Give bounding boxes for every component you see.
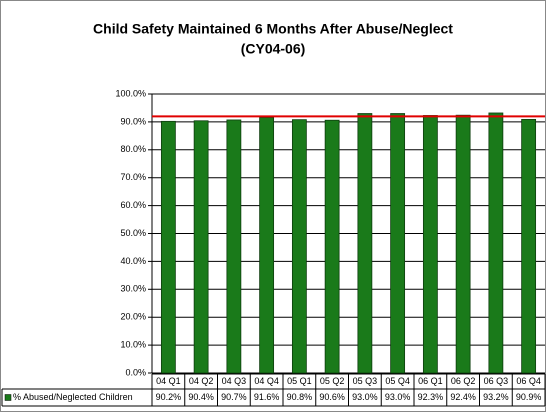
value-label: 90.4% [188, 392, 214, 402]
x-tick-label: 04 Q4 [254, 376, 279, 386]
value-label: 90.2% [156, 392, 182, 402]
value-label: 90.8% [287, 392, 313, 402]
bar [324, 119, 340, 374]
x-tick-label: 05 Q2 [320, 376, 345, 386]
value-label: 90.6% [319, 392, 345, 402]
value-label: 93.0% [352, 392, 378, 402]
value-label: 93.0% [385, 392, 411, 402]
bar [521, 118, 537, 374]
y-tick-label: 0.0% [125, 367, 146, 377]
chart-subtitle: (CY04-06) [241, 41, 306, 57]
bar [160, 120, 176, 374]
legend-label: % Abused/Neglected Children [13, 392, 133, 402]
value-label: 91.6% [254, 392, 280, 402]
x-tick-label: 06 Q4 [516, 376, 541, 386]
y-tick-label: 20.0% [120, 312, 146, 322]
x-tick-label: 05 Q1 [287, 376, 312, 386]
bar [193, 120, 209, 374]
bar [422, 115, 438, 374]
bar [357, 113, 373, 374]
value-label: 93.2% [483, 392, 509, 402]
y-tick-label: 40.0% [120, 256, 146, 266]
x-tick-label: 04 Q2 [189, 376, 214, 386]
x-tick-label: 04 Q1 [156, 376, 181, 386]
x-tick-label: 06 Q2 [451, 376, 476, 386]
legend-swatch [4, 394, 12, 401]
y-tick-label: 90.0% [120, 116, 146, 126]
y-tick-label: 70.0% [120, 172, 146, 182]
value-label: 92.3% [418, 392, 444, 402]
y-tick-label: 50.0% [120, 228, 146, 238]
bar [226, 119, 242, 374]
bar [291, 119, 307, 374]
x-tick-label: 05 Q4 [385, 376, 410, 386]
bar [455, 114, 471, 374]
y-tick-label: 80.0% [120, 144, 146, 154]
y-tick-label: 30.0% [120, 284, 146, 294]
y-tick-label: 10.0% [120, 339, 146, 349]
bar [488, 112, 504, 374]
bar [259, 117, 275, 374]
chart-title: Child Safety Maintained 6 Months After A… [93, 21, 453, 37]
bar [390, 113, 406, 374]
x-tick-label: 06 Q1 [418, 376, 443, 386]
x-tick-label: 06 Q3 [484, 376, 509, 386]
value-label: 90.9% [516, 392, 542, 402]
y-tick-label: 60.0% [120, 200, 146, 210]
y-tick-label: 100.0% [115, 88, 146, 98]
x-tick-label: 05 Q3 [353, 376, 378, 386]
value-label: 92.4% [450, 392, 476, 402]
value-label: 90.7% [221, 392, 247, 402]
x-tick-label: 04 Q3 [222, 376, 247, 386]
